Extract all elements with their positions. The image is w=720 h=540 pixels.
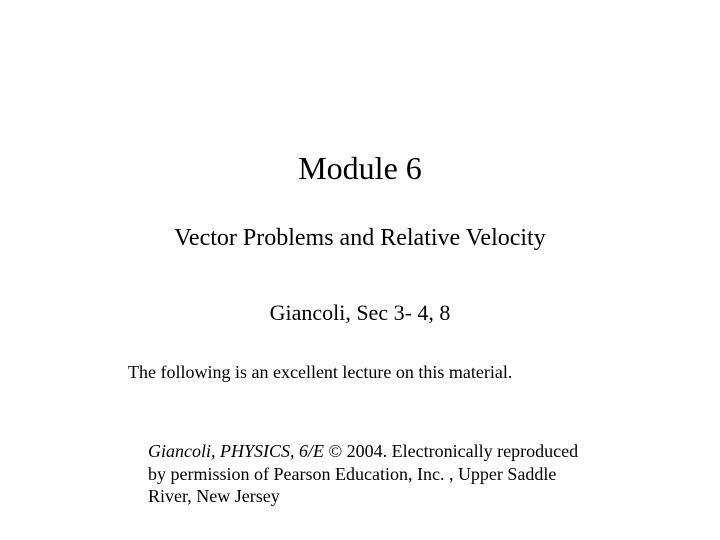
- slide-subtitle: Vector Problems and Relative Velocity: [0, 225, 720, 252]
- credit-text: Giancoli, PHYSICS, 6/E © 2004. Electroni…: [148, 440, 588, 508]
- slide-title: Module 6: [0, 150, 720, 187]
- lecture-note: The following is an excellent lecture on…: [128, 362, 628, 383]
- credit-italic: Giancoli, PHYSICS, 6/E: [148, 441, 324, 461]
- slide-reference: Giancoli, Sec 3- 4, 8: [0, 300, 720, 326]
- slide: Module 6 Vector Problems and Relative Ve…: [0, 0, 720, 540]
